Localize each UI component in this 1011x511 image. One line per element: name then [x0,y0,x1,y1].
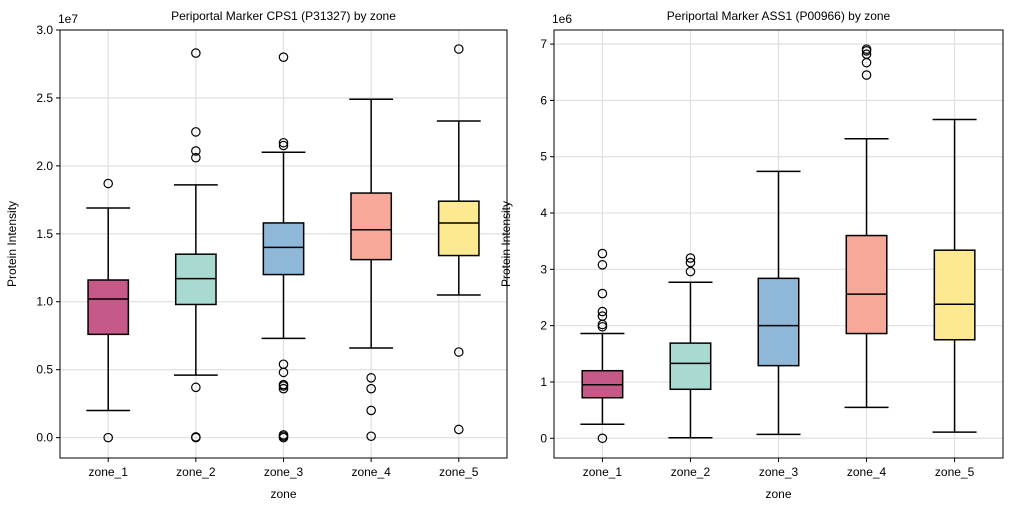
y-tick-label: 6 [540,93,547,107]
box-body [669,342,712,391]
y-tick-label: 3.0 [36,23,53,37]
box-plots [86,44,481,443]
x-axis-label: zone [765,487,791,501]
box-zone_2 [173,48,218,443]
y-tick-label: 1 [540,375,547,389]
outlier-point [861,70,872,80]
box-zone_2 [668,253,713,439]
box-zone_5 [932,118,977,433]
chart-title: Periportal Marker CPS1 (P31327) by zone [171,9,396,23]
outlier-point [278,52,289,62]
box-zone_4 [844,44,889,409]
y-tick-label: 1.0 [36,295,53,309]
outlier-point [278,379,289,390]
outlier-point [191,48,201,58]
outlier-point [191,127,201,137]
chart-title: Periportal Marker ASS1 (P00966) by zone [667,9,891,23]
box-zone_3 [756,170,801,436]
outlier-point [366,373,376,383]
x-axis-label: zone [270,487,296,501]
box-body [845,234,888,335]
box-body [933,249,976,341]
x-tick-label: zone_1 [89,465,129,479]
outlier-point [103,178,114,189]
y-tick-label: 0.5 [36,363,53,377]
outlier-point [191,382,201,393]
outlier-point [597,311,608,321]
y-offset-text: 1e6 [552,12,572,26]
y-axis-label: Protein Intensity [499,201,513,287]
outlier-point [103,432,114,443]
outlier-point [453,44,464,54]
x-tick-label: zone_4 [847,465,887,479]
outlier-point [366,383,376,394]
y-tick-label: 0 [540,431,547,445]
y-axis-label: Protein Intensity [5,201,19,287]
outlier-point [278,430,289,440]
outlier-point [191,152,201,163]
outlier-point [278,383,289,394]
x-tick-label: zone_2 [176,465,216,479]
box-body [757,277,800,367]
box-zone_5 [436,44,481,435]
y-tick-label: 5 [540,150,547,164]
x-tick-label: zone_4 [351,465,391,479]
outlier-point [597,306,608,317]
y-ticks: 0 1 2 3 4 5 6 7 [540,37,554,445]
outlier-point [597,288,608,299]
outlier-point [278,359,289,370]
outlier-point [366,405,376,416]
y-tick-label: 7 [540,37,547,51]
cps1-boxplot-panel: 0.0 0.5 1.0 1.5 2.0 2.5 3.0 zone_1 zone_2 zone_3… [5,9,508,501]
box-zone_1 [580,248,625,444]
y-tick-label: 3 [540,262,547,276]
x-tick-label: zone_5 [439,465,479,479]
outlier-point [366,431,376,442]
x-tick-label: zone_1 [583,465,623,479]
outlier-point [278,140,289,151]
outlier-point [685,253,696,263]
y-tick-label: 2.5 [36,91,53,105]
y-tick-label: 2.0 [36,159,53,173]
box-body [437,200,480,257]
x-ticks: zone_1 zone_2 zone_3 zone_4 zone_5 [583,458,975,479]
y-tick-label: 1.5 [36,227,53,241]
box-zone_3 [261,52,306,443]
box-body [262,222,305,276]
x-tick-label: zone_3 [759,465,799,479]
y-tick-label: 0.0 [36,431,53,445]
y-tick-label: 2 [540,319,547,333]
box-zone_4 [349,98,394,442]
box-body [350,192,393,261]
outlier-point [685,257,696,268]
x-tick-label: zone_5 [935,465,975,479]
x-ticks: zone_1 zone_2 zone_3 zone_4 zone_5 [89,458,479,479]
outlier-point [278,137,289,148]
outlier-point [453,424,464,435]
outlier-point [597,260,608,270]
x-tick-label: zone_2 [671,465,711,479]
outlier-point [597,433,608,444]
box-zone_1 [86,178,131,443]
outlier-point [597,248,608,259]
box-body [87,279,130,336]
y-tick-label: 4 [540,206,547,220]
box-plots [580,44,977,444]
outlier-point [685,266,696,277]
outlier-point [861,44,872,54]
outlier-point [453,347,464,357]
outlier-point [191,146,201,156]
y-ticks: 0.0 0.5 1.0 1.5 2.0 2.5 3.0 [36,23,60,445]
y-offset-text: 1e7 [58,12,78,26]
outlier-point [191,432,201,442]
outlier-point [861,49,872,60]
x-tick-label: zone_3 [264,465,304,479]
